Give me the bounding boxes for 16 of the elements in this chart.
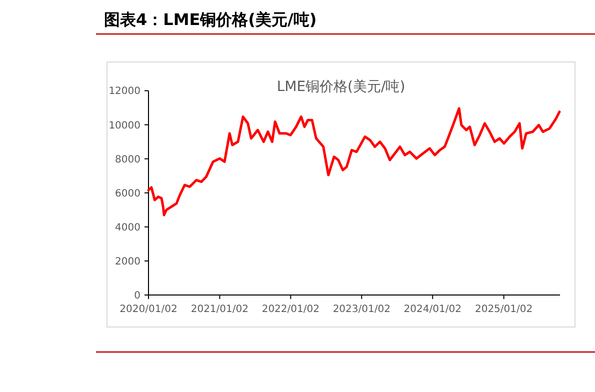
x-tick-label: 2024/01/02: [404, 304, 462, 315]
x-tick-label: 2022/01/02: [262, 304, 320, 315]
x-tick-label: 2025/01/02: [474, 304, 533, 315]
chart-subtitle: LME铜价格(美元/吨): [276, 79, 406, 95]
x-tick-label: 2021/01/02: [190, 304, 248, 315]
y-tick-label: 8000: [115, 154, 140, 166]
y-tick-label: 6000: [115, 188, 140, 200]
chart-title: 图表4：LME铜价格(美元/吨): [104, 10, 317, 29]
y-tick-label: 2000: [115, 256, 140, 268]
y-tick-label: 12000: [108, 86, 140, 98]
y-tick-label: 4000: [115, 222, 140, 234]
x-tick-label: 2023/01/02: [332, 304, 390, 315]
y-tick-label: 0: [134, 290, 140, 302]
line-series: [147, 107, 561, 216]
y-tick-label: 10000: [108, 120, 140, 132]
x-tick-label: 2020/01/02: [120, 304, 178, 315]
